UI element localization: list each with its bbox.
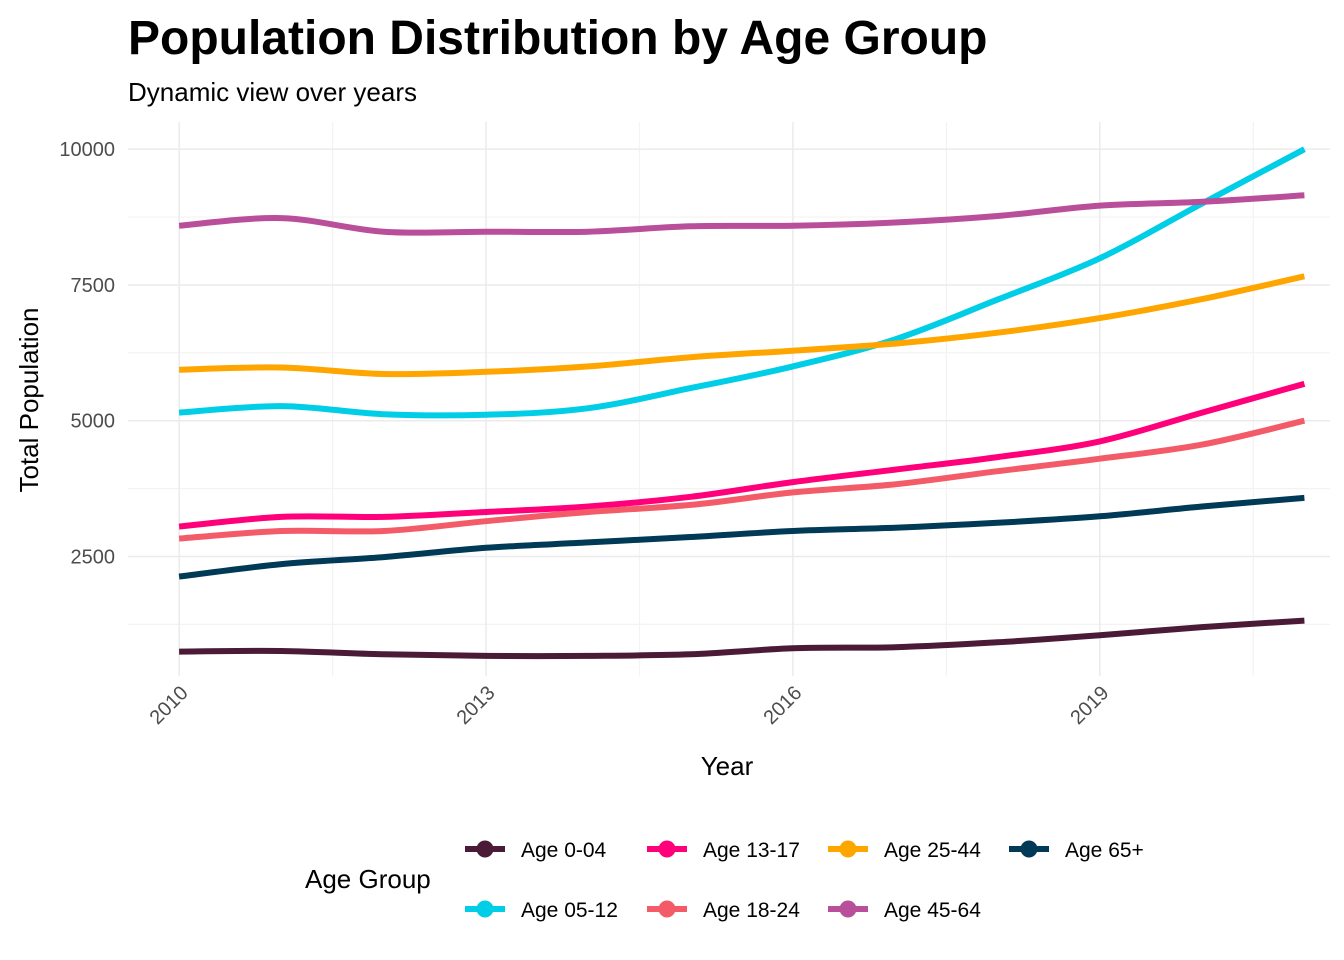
series-line-age-13-17 [178,380,1306,530]
y-tick-label: 10000 [59,139,115,161]
x-axis-title: Year [701,751,754,781]
x-axis-ticks: 2010 2013 2016 2019 [146,682,1114,729]
legend-item-age-25-44: Age 25-44 [828,839,981,862]
legend-label: Age 65+ [1065,839,1144,862]
series-line-age-05-12 [178,146,1306,419]
x-tick-label: 2010 [146,682,193,729]
y-tick-label: 7500 [71,275,116,297]
legend-label: Age 18-24 [703,899,800,922]
legend-key-point [476,840,494,858]
series-lines [178,146,1306,660]
gridlines [128,122,1330,676]
x-tick-label: 2013 [453,682,500,729]
legend-label: Age 25-44 [884,839,981,862]
x-tick-label: 2016 [759,682,806,729]
series-line-age-65 [178,494,1305,580]
legend-item-age-13-17: Age 13-17 [647,839,800,862]
chart-subtitle: Dynamic view over years [128,77,417,107]
legend-label: Age 0-04 [521,839,607,862]
series-line-age-45-64 [178,192,1305,236]
legend-item-age-65: Age 65+ [1009,839,1144,862]
y-axis-title: Total Population [14,307,44,492]
legend-item-age-05-12: Age 05-12 [465,899,618,922]
legend: Age 0-04 Age 05-12 Age 13-17 Age 18-24 Age 2… [465,839,1144,922]
legend-key-point [1020,840,1038,858]
legend-item-age-45-64: Age 45-64 [828,899,981,922]
legend-title: Age Group [305,864,431,894]
legend-key-point [658,840,676,858]
legend-key-point [839,900,857,918]
y-axis-ticks: 2500 5000 7500 10000 [59,139,115,568]
legend-key-point [476,900,494,918]
legend-item-age-0-04: Age 0-04 [465,839,607,862]
y-tick-label: 5000 [71,411,116,433]
y-tick-label: 2500 [71,547,116,569]
legend-label: Age 13-17 [703,839,800,862]
series-line-age-0-04 [179,617,1305,660]
legend-item-age-18-24: Age 18-24 [647,899,800,922]
x-tick-label: 2019 [1066,682,1113,729]
legend-label: Age 45-64 [884,899,981,922]
legend-key-point [658,900,676,918]
series-line-age-18-24 [178,417,1306,542]
legend-label: Age 05-12 [521,899,618,922]
legend-key-point [839,840,857,858]
chart-title: Population Distribution by Age Group [128,12,988,65]
series-line-age-25-44 [179,273,1306,378]
